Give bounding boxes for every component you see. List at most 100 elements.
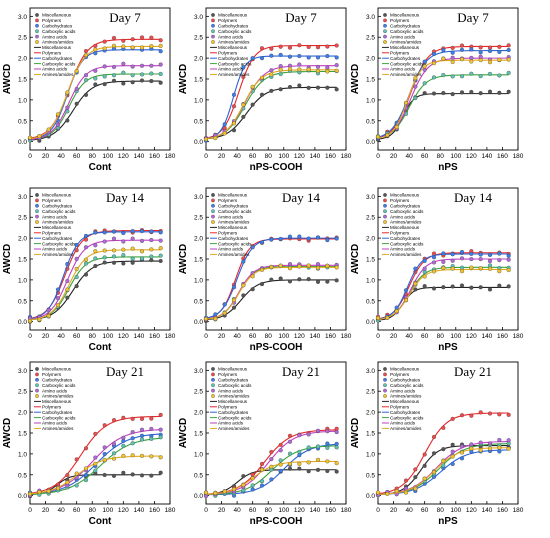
data-point bbox=[306, 236, 311, 241]
legend-marker bbox=[211, 383, 215, 388]
x-tick-label: 40 bbox=[233, 333, 241, 340]
data-point bbox=[213, 491, 218, 496]
y-tick-label: 0.0 bbox=[18, 139, 27, 146]
y-axis-label: AWCD bbox=[350, 244, 361, 275]
legend-marker bbox=[383, 209, 387, 214]
y-tick-label: 2.5 bbox=[18, 215, 27, 222]
data-point bbox=[158, 253, 163, 258]
x-tick-label: 20 bbox=[390, 153, 398, 160]
data-point bbox=[325, 69, 330, 74]
y-tick-label: 2.0 bbox=[18, 56, 27, 63]
data-point bbox=[213, 136, 218, 141]
data-point bbox=[222, 310, 227, 316]
data-point bbox=[46, 489, 51, 494]
data-point bbox=[325, 429, 330, 434]
data-point bbox=[450, 284, 455, 289]
data-point bbox=[74, 256, 79, 261]
data-point bbox=[306, 445, 311, 450]
legend-label: Miscellaneous bbox=[218, 367, 248, 372]
data-point bbox=[315, 45, 321, 50]
data-point bbox=[287, 451, 293, 456]
data-point bbox=[139, 433, 145, 438]
y-tick-label: 3.0 bbox=[18, 14, 27, 21]
data-point bbox=[413, 96, 418, 101]
data-point bbox=[459, 90, 465, 95]
data-point bbox=[375, 490, 381, 495]
x-tick-label: 0 bbox=[376, 153, 380, 160]
data-point bbox=[497, 437, 502, 443]
legend-label: Carbohydrates bbox=[218, 378, 249, 383]
legend-marker bbox=[383, 220, 387, 224]
data-point bbox=[441, 56, 446, 61]
data-point bbox=[413, 287, 418, 292]
data-point bbox=[93, 431, 98, 436]
legend-marker bbox=[35, 40, 39, 44]
data-point bbox=[334, 236, 339, 241]
x-tick-label: 40 bbox=[57, 507, 65, 514]
x-tick-label: 160 bbox=[325, 507, 336, 514]
panel-title: Day 7 bbox=[109, 10, 141, 25]
legend-label: Miscellaneous bbox=[218, 45, 248, 50]
legend-marker bbox=[383, 23, 387, 28]
y-tick-label: 2.5 bbox=[18, 389, 27, 396]
data-point bbox=[325, 85, 330, 90]
data-point bbox=[149, 247, 154, 252]
data-point bbox=[55, 122, 61, 127]
y-tick-label: 2.5 bbox=[366, 35, 375, 42]
y-tick-label: 0.0 bbox=[194, 493, 203, 500]
data-point bbox=[111, 73, 117, 78]
data-point bbox=[506, 438, 511, 443]
data-point bbox=[241, 65, 246, 70]
legend-label: Carboxylic acids bbox=[218, 415, 252, 420]
x-tick-label: 120 bbox=[294, 507, 305, 514]
y-tick-label: 1.5 bbox=[18, 257, 27, 264]
legend-label: Amines/amides bbox=[218, 426, 250, 431]
data-point bbox=[422, 284, 427, 289]
legend-marker bbox=[211, 23, 215, 28]
legend-label: Polymers bbox=[390, 198, 410, 203]
data-point bbox=[102, 457, 107, 463]
data-point bbox=[497, 49, 502, 54]
data-point bbox=[497, 90, 502, 95]
data-point bbox=[459, 413, 465, 418]
x-tick-label: 60 bbox=[73, 333, 81, 340]
data-point bbox=[334, 87, 339, 92]
legend-label: Polymers bbox=[42, 51, 62, 56]
x-tick-label: 180 bbox=[341, 507, 352, 514]
data-point bbox=[278, 468, 283, 473]
y-tick-label: 1.0 bbox=[194, 97, 203, 104]
data-point bbox=[325, 238, 330, 243]
data-point bbox=[111, 43, 117, 48]
legend-label: Amino acids bbox=[390, 388, 416, 393]
data-point bbox=[315, 428, 321, 433]
legend-marker bbox=[383, 193, 387, 197]
legend-label: Carbohydrates bbox=[218, 56, 249, 61]
data-point bbox=[139, 45, 145, 50]
data-point bbox=[37, 317, 42, 322]
data-point bbox=[83, 478, 89, 483]
data-point bbox=[259, 467, 265, 472]
data-point bbox=[497, 44, 502, 49]
x-tick-label: 40 bbox=[57, 333, 65, 340]
data-point bbox=[139, 229, 145, 234]
data-point bbox=[74, 457, 79, 462]
y-tick-label: 0.5 bbox=[366, 472, 375, 479]
data-point bbox=[130, 472, 135, 477]
data-point bbox=[431, 434, 437, 440]
y-tick-label: 1.0 bbox=[366, 97, 375, 104]
panel-6: 0.0 0.5 1.0 1.5 2.0 2.5 3.0 0 20 40 60 80 100 120 140 1… bbox=[350, 187, 524, 353]
data-point bbox=[469, 251, 474, 256]
data-point bbox=[121, 415, 126, 420]
y-axis-label: AWCD bbox=[178, 64, 189, 95]
data-point bbox=[130, 37, 135, 42]
data-point bbox=[487, 441, 493, 446]
data-point bbox=[102, 423, 107, 428]
data-point bbox=[93, 51, 98, 56]
y-tick-label: 1.5 bbox=[194, 431, 203, 438]
legend-label: Miscellaneous bbox=[42, 367, 72, 372]
data-point bbox=[259, 46, 265, 51]
data-point bbox=[102, 445, 107, 450]
legend-label: Amines/amides bbox=[218, 220, 250, 225]
data-point bbox=[413, 486, 418, 491]
data-point bbox=[278, 236, 283, 242]
